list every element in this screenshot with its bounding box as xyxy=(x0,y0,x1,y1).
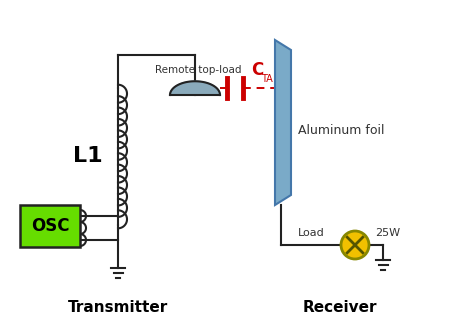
Text: Aluminum foil: Aluminum foil xyxy=(298,123,384,136)
Text: Transmitter: Transmitter xyxy=(68,300,168,316)
Polygon shape xyxy=(170,81,220,95)
Text: L1: L1 xyxy=(73,146,103,167)
Text: Remote top-load: Remote top-load xyxy=(155,65,242,75)
Text: TA: TA xyxy=(261,74,273,84)
Text: 25W: 25W xyxy=(375,228,400,238)
Text: Load: Load xyxy=(298,228,325,238)
Text: OSC: OSC xyxy=(31,217,69,235)
Polygon shape xyxy=(275,40,291,205)
Bar xyxy=(20,205,80,247)
Text: Receiver: Receiver xyxy=(303,300,377,316)
Circle shape xyxy=(341,231,369,259)
Text: C: C xyxy=(251,61,263,79)
